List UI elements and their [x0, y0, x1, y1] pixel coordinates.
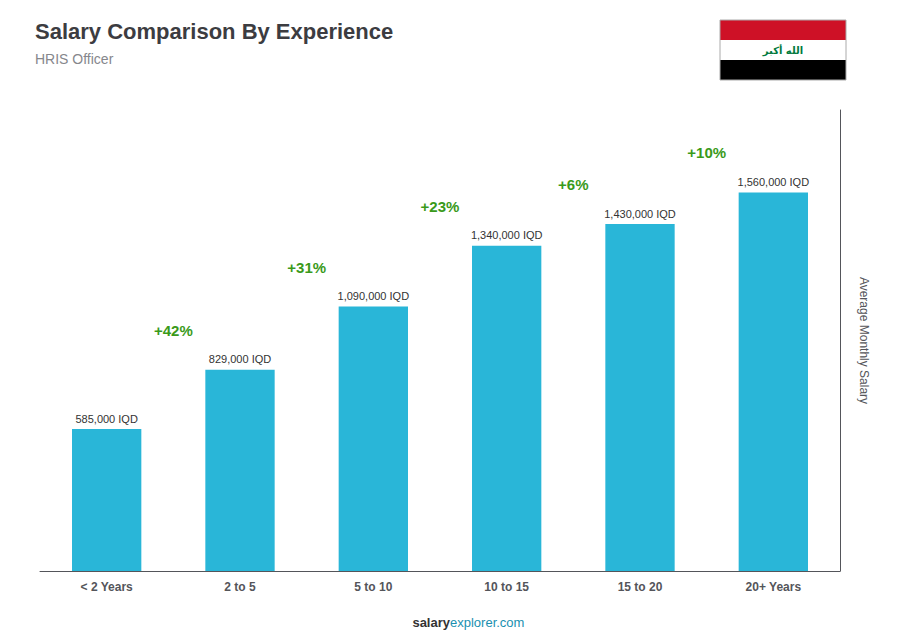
svg-text:explorer.com: explorer.com: [450, 615, 524, 630]
svg-text:+23%: +23%: [421, 198, 460, 215]
svg-text:Salary Comparison By Experienc: Salary Comparison By Experience: [35, 19, 393, 44]
svg-text:1,560,000 IQD: 1,560,000 IQD: [738, 176, 810, 188]
svg-text:Average Monthly Salary: Average Monthly Salary: [857, 277, 871, 404]
svg-text:1,090,000 IQD: 1,090,000 IQD: [338, 290, 410, 302]
svg-text:585,000 IQD: 585,000 IQD: [75, 413, 137, 425]
svg-text:+42%: +42%: [154, 322, 193, 339]
svg-text:salary: salary: [412, 615, 450, 630]
svg-text:+31%: +31%: [287, 259, 326, 276]
svg-text:5 to 10: 5 to 10: [354, 580, 392, 594]
svg-text:+6%: +6%: [558, 176, 588, 193]
svg-text:10 to 15: 10 to 15: [484, 580, 529, 594]
svg-text:HRIS Officer: HRIS Officer: [35, 51, 114, 67]
svg-text:2 to 5: 2 to 5: [224, 580, 256, 594]
svg-text:+10%: +10%: [687, 144, 726, 161]
svg-text:15 to 20: 15 to 20: [618, 580, 663, 594]
svg-text:829,000 IQD: 829,000 IQD: [209, 353, 271, 365]
svg-text:20+ Years: 20+ Years: [746, 580, 802, 594]
svg-text:1,430,000 IQD: 1,430,000 IQD: [604, 208, 676, 220]
svg-text:1,340,000 IQD: 1,340,000 IQD: [471, 229, 543, 241]
svg-text:الله أكبر: الله أكبر: [762, 44, 803, 57]
svg-text:< 2 Years: < 2 Years: [81, 580, 133, 594]
